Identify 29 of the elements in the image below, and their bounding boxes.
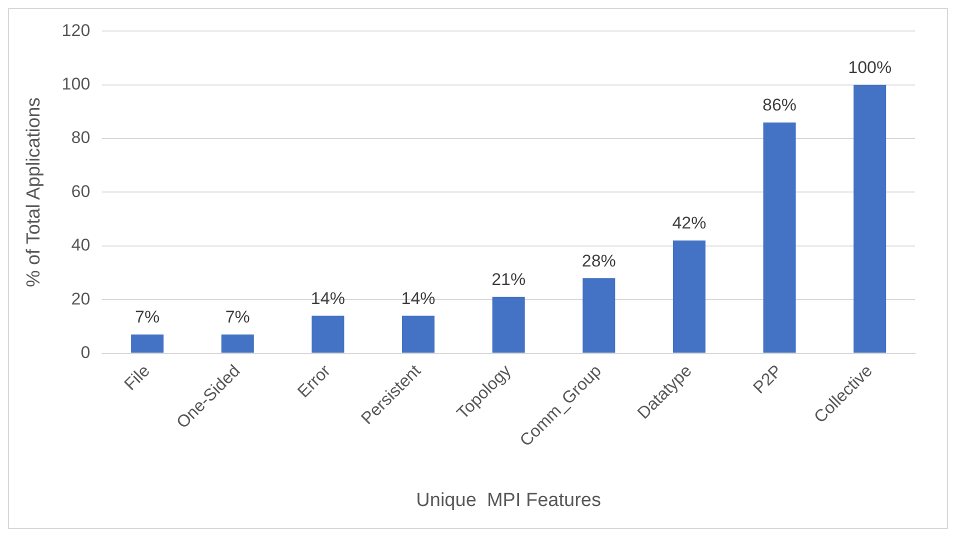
y-axis-title: % of Total Applications: [24, 97, 45, 288]
data-label: 28%: [582, 251, 616, 270]
y-tick-label: 100: [62, 74, 90, 94]
bar: [492, 296, 525, 353]
data-label: 14%: [310, 288, 345, 308]
y-tick-label: 60: [71, 182, 90, 201]
data-label: 14%: [401, 288, 436, 308]
bar: [131, 334, 164, 353]
bar: [854, 84, 886, 353]
bar: [221, 334, 254, 353]
data-label: 100%: [848, 58, 892, 78]
data-label: 7%: [225, 308, 250, 327]
bar: [763, 122, 796, 353]
x-tick-label: File: [120, 361, 154, 394]
data-label: 86%: [762, 96, 797, 115]
y-tick-label: 40: [71, 236, 90, 255]
y-tick-label: 0: [80, 342, 90, 362]
data-label: 42%: [672, 214, 706, 233]
bar: [672, 240, 706, 353]
x-axis-title: Unique MPI Features: [416, 490, 601, 511]
bar: [402, 316, 435, 353]
y-tick-label: 20: [71, 289, 90, 308]
data-label: 21%: [492, 270, 526, 290]
data-label: 7%: [135, 308, 160, 327]
bar: [582, 278, 616, 353]
y-tick-label: 80: [71, 128, 90, 148]
x-tick-label: P2P: [750, 361, 786, 398]
y-tick-label: 120: [62, 20, 90, 40]
bar: [312, 316, 344, 353]
